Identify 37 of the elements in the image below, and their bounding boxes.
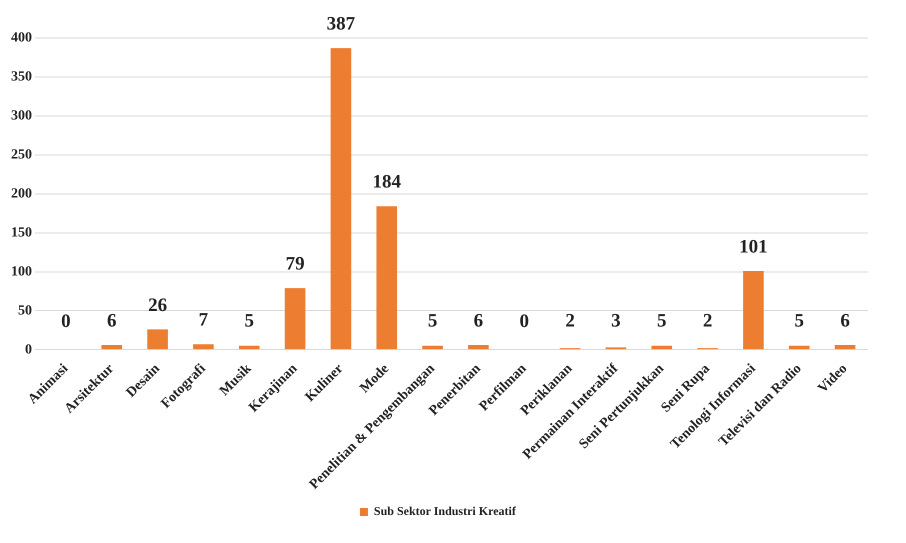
data-label: 0 [61, 311, 71, 332]
data-label: 6 [840, 310, 850, 332]
bar [834, 345, 856, 350]
y-tick-label: 250 [11, 147, 32, 162]
legend-label: Sub Sektor Industri Kreatif [374, 504, 517, 518]
bar [468, 345, 489, 350]
y-tick-label: 400 [11, 30, 32, 46]
y-tick-label: 0 [25, 342, 32, 358]
y-tick-label: 150 [11, 225, 32, 240]
data-label: 184 [372, 172, 402, 193]
bar [193, 344, 214, 350]
data-label: 5 [244, 310, 254, 332]
data-label: 6 [107, 310, 116, 332]
data-label: 6 [474, 310, 484, 332]
y-tick-label: 300 [11, 108, 32, 124]
data-label: 387 [326, 14, 356, 35]
data-label: 26 [148, 294, 168, 316]
data-label: 0 [520, 311, 529, 332]
bar [101, 345, 122, 350]
bar [376, 206, 398, 350]
bar [147, 329, 168, 350]
y-tick-label: 200 [11, 186, 32, 202]
data-label: 5 [794, 310, 804, 332]
data-label: 2 [565, 310, 575, 332]
y-tick-label: 350 [11, 70, 32, 85]
data-label: 5 [428, 310, 438, 332]
bar [330, 48, 352, 350]
data-label: 101 [739, 236, 768, 258]
data-label: 3 [611, 310, 621, 332]
data-label: 2 [702, 310, 712, 332]
y-tick-label: 50 [18, 303, 32, 318]
y-tick-label: 100 [11, 264, 32, 280]
bar [284, 288, 306, 350]
data-label: 79 [286, 254, 305, 275]
bar [743, 270, 764, 350]
data-label: 5 [657, 310, 666, 332]
data-label: 7 [198, 310, 209, 331]
